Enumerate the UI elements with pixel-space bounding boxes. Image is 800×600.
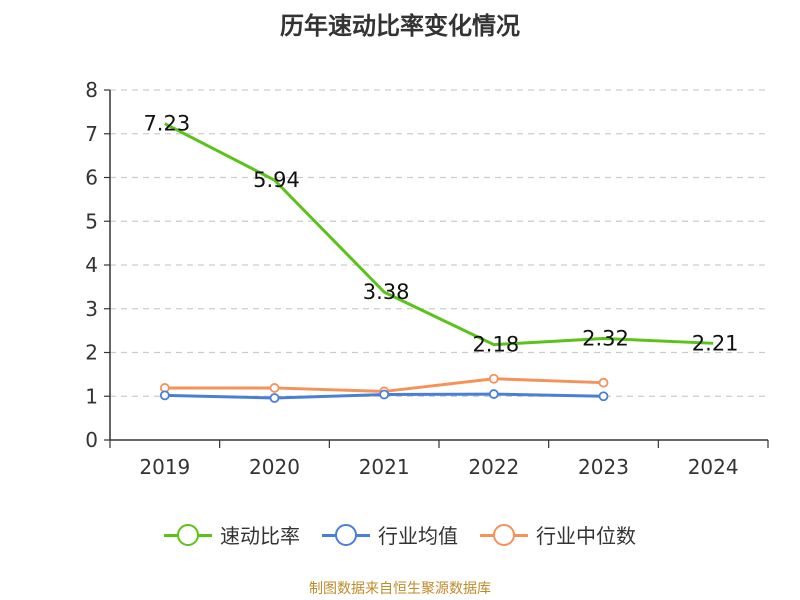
x-tick-label: 2022: [468, 455, 519, 479]
legend-marker-icon: [164, 523, 212, 547]
legend-item: 行业中位数: [480, 520, 636, 549]
y-tick-label: 2: [85, 341, 98, 365]
data-point: [598, 377, 609, 388]
data-label: 2.18: [472, 333, 519, 357]
legend-label: 行业中位数: [536, 524, 636, 548]
source-note: 制图数据来自恒生聚源数据库: [309, 581, 491, 597]
data-label: 2.21: [692, 331, 739, 355]
data-point: [269, 383, 280, 393]
y-tick-label: 4: [85, 253, 98, 277]
data-point: [488, 389, 499, 399]
y-tick-label: 7: [85, 122, 98, 146]
data-point: [269, 393, 280, 403]
data-point: [488, 373, 499, 384]
y-tick-label: 6: [85, 166, 98, 190]
x-tick-label: 2019: [139, 455, 190, 479]
x-tick-label: 2020: [249, 455, 300, 479]
legend-label: 行业均值: [378, 524, 458, 548]
legend-marker-icon: [322, 523, 370, 547]
chart-title: 历年速动比率变化情况: [280, 12, 520, 40]
x-tick-label: 2023: [578, 455, 629, 479]
data-label: 2.32: [582, 327, 629, 351]
y-tick-label: 5: [85, 209, 98, 233]
legend-marker-icon: [480, 523, 528, 547]
legend-item: 速动比率: [164, 520, 300, 549]
legend-item: 行业均值: [322, 520, 458, 549]
data-point: [159, 390, 170, 401]
data-point: [379, 389, 390, 400]
y-tick-label: 3: [85, 297, 98, 321]
data-label: 3.38: [363, 280, 410, 304]
data-point: [598, 391, 609, 402]
y-tick-label: 8: [85, 78, 98, 102]
x-tick-label: 2021: [359, 455, 410, 479]
y-tick-label: 1: [85, 384, 98, 408]
x-tick-label: 2024: [688, 455, 739, 479]
data-label: 7.23: [143, 112, 190, 136]
legend-label: 速动比率: [220, 524, 300, 548]
legend: 速动比率 行业均值 行业中位数: [0, 520, 800, 549]
y-tick-label: 0: [85, 428, 98, 452]
series-line: [164, 122, 714, 347]
data-label: 5.94: [253, 168, 300, 192]
